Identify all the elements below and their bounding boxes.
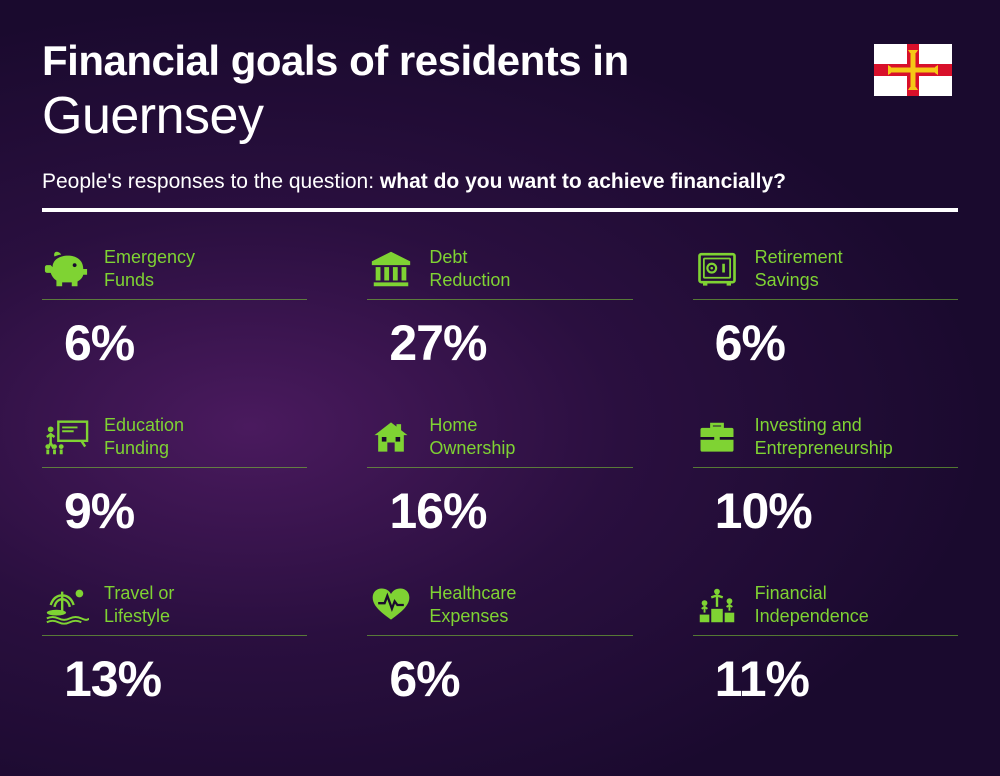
stat-percent: 6% bbox=[389, 650, 632, 708]
travel-icon bbox=[42, 583, 90, 627]
stat-percent: 13% bbox=[64, 650, 307, 708]
piggy-bank-icon bbox=[42, 247, 90, 291]
title-prefix: Financial goals of residents in bbox=[42, 38, 958, 84]
stat-percent: 9% bbox=[64, 482, 307, 540]
stat-label: EducationFunding bbox=[104, 414, 184, 459]
stat-debt-reduction: DebtReduction 27% bbox=[367, 246, 632, 372]
stat-label: Travel orLifestyle bbox=[104, 582, 174, 627]
stat-label: HomeOwnership bbox=[429, 414, 515, 459]
stat-retirement-savings: RetirementSavings 6% bbox=[693, 246, 958, 372]
stat-emergency-funds: EmergencyFunds 6% bbox=[42, 246, 307, 372]
stat-healthcare: HealthcareExpenses 6% bbox=[367, 582, 632, 708]
subtitle-prefix: People's responses to the question: bbox=[42, 170, 380, 193]
home-icon bbox=[367, 415, 415, 459]
stat-label: FinancialIndependence bbox=[755, 582, 869, 627]
title-location: Guernsey bbox=[42, 86, 958, 146]
stat-percent: 10% bbox=[715, 482, 958, 540]
stats-grid: EmergencyFunds 6% DebtReduction 27% Reti… bbox=[42, 246, 958, 708]
briefcase-icon bbox=[693, 415, 741, 459]
safe-icon bbox=[693, 247, 741, 291]
healthcare-icon bbox=[367, 583, 415, 627]
guernsey-flag-icon bbox=[874, 44, 952, 96]
stat-home-ownership: HomeOwnership 16% bbox=[367, 414, 632, 540]
stat-percent: 6% bbox=[64, 314, 307, 372]
bank-icon bbox=[367, 247, 415, 291]
stat-percent: 27% bbox=[389, 314, 632, 372]
stat-label: Investing andEntrepreneurship bbox=[755, 414, 893, 459]
subtitle: People's responses to the question: what… bbox=[42, 170, 958, 194]
education-icon bbox=[42, 415, 90, 459]
subtitle-question: what do you want to achieve financially? bbox=[380, 170, 786, 193]
stat-percent: 6% bbox=[715, 314, 958, 372]
header: Financial goals of residents in Guernsey… bbox=[42, 38, 958, 212]
stat-investing: Investing andEntrepreneurship 10% bbox=[693, 414, 958, 540]
stat-education-funding: EducationFunding 9% bbox=[42, 414, 307, 540]
stat-percent: 11% bbox=[715, 650, 958, 708]
independence-icon bbox=[693, 583, 741, 627]
stat-financial-independence: FinancialIndependence 11% bbox=[693, 582, 958, 708]
stat-percent: 16% bbox=[389, 482, 632, 540]
stat-label: DebtReduction bbox=[429, 246, 510, 291]
divider bbox=[42, 208, 958, 212]
stat-label: RetirementSavings bbox=[755, 246, 843, 291]
stat-travel-lifestyle: Travel orLifestyle 13% bbox=[42, 582, 307, 708]
stat-label: HealthcareExpenses bbox=[429, 582, 516, 627]
stat-label: EmergencyFunds bbox=[104, 246, 195, 291]
